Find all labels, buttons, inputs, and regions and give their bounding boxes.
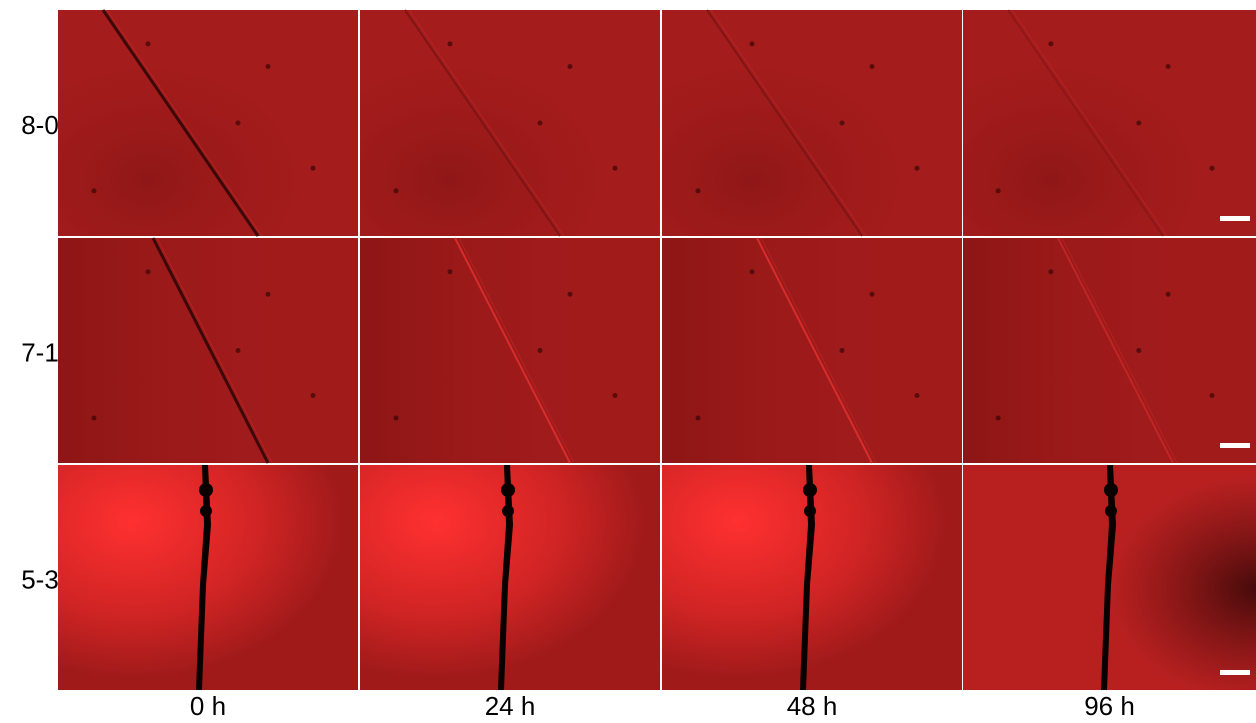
- debris: [200, 505, 212, 517]
- speck: [146, 269, 151, 274]
- speck: [236, 121, 241, 126]
- panel-shade: [360, 10, 660, 236]
- speck: [538, 121, 543, 126]
- panel-shade: [662, 10, 962, 236]
- panel-shade: [58, 238, 358, 463]
- speck: [696, 188, 701, 193]
- micrograph: [963, 10, 1256, 236]
- scale-bar: [1220, 670, 1250, 675]
- speck: [1166, 292, 1171, 297]
- speck: [613, 166, 618, 171]
- image-grid: [58, 10, 1256, 690]
- micrograph: [360, 238, 660, 463]
- speck: [266, 64, 271, 69]
- speck: [915, 393, 920, 398]
- debris: [804, 505, 816, 517]
- speck: [311, 166, 316, 171]
- row-label: 5-3: [21, 564, 59, 594]
- speck: [870, 64, 875, 69]
- speck: [1166, 64, 1171, 69]
- debris: [803, 483, 817, 497]
- figure: 8-0 7-1 5-3 0 h 24 h 48 h 96 h: [0, 0, 1256, 723]
- debris: [1105, 505, 1117, 517]
- speck: [996, 416, 1001, 421]
- micrograph: [662, 10, 962, 236]
- speck: [92, 188, 97, 193]
- micrograph: [360, 10, 660, 236]
- row-label: 8-0: [21, 110, 59, 140]
- speck: [750, 269, 755, 274]
- micrograph: [360, 465, 660, 690]
- speck: [613, 393, 618, 398]
- speck: [696, 416, 701, 421]
- micrograph: [58, 465, 358, 690]
- speck: [311, 393, 316, 398]
- speck: [1136, 348, 1141, 353]
- speck: [1048, 269, 1053, 274]
- speck: [840, 348, 845, 353]
- speck: [1210, 393, 1215, 398]
- scale-bar: [1220, 216, 1250, 221]
- micrograph: [662, 238, 962, 463]
- micrograph: [58, 10, 358, 236]
- debris: [501, 483, 515, 497]
- speck: [915, 166, 920, 171]
- column-label: 48 h: [787, 691, 838, 721]
- micrograph: [963, 465, 1256, 690]
- speck: [394, 416, 399, 421]
- speck: [1210, 166, 1215, 171]
- speck: [538, 348, 543, 353]
- speck: [448, 269, 453, 274]
- row-label: 7-1: [21, 337, 59, 367]
- debris: [1104, 483, 1118, 497]
- scale-bar: [1220, 443, 1250, 448]
- speck: [870, 292, 875, 297]
- panel-shade: [58, 10, 358, 236]
- speck: [1048, 41, 1053, 46]
- speck: [568, 292, 573, 297]
- micrograph: [963, 238, 1256, 463]
- speck: [236, 348, 241, 353]
- speck: [266, 292, 271, 297]
- speck: [1136, 121, 1141, 126]
- speck: [92, 416, 97, 421]
- micrograph: [662, 465, 962, 690]
- speck: [996, 188, 1001, 193]
- panel-shade: [963, 238, 1256, 463]
- micrograph: [58, 238, 358, 463]
- speck: [750, 41, 755, 46]
- panel-shade: [360, 238, 660, 463]
- debris: [502, 505, 514, 517]
- debris: [199, 483, 213, 497]
- speck: [840, 121, 845, 126]
- panel-shade: [662, 238, 962, 463]
- column-label: 24 h: [485, 691, 536, 721]
- column-label: 96 h: [1084, 691, 1135, 721]
- speck: [568, 64, 573, 69]
- speck: [394, 188, 399, 193]
- speck: [146, 41, 151, 46]
- panel-shade: [963, 10, 1256, 236]
- speck: [448, 41, 453, 46]
- column-label: 0 h: [190, 691, 226, 721]
